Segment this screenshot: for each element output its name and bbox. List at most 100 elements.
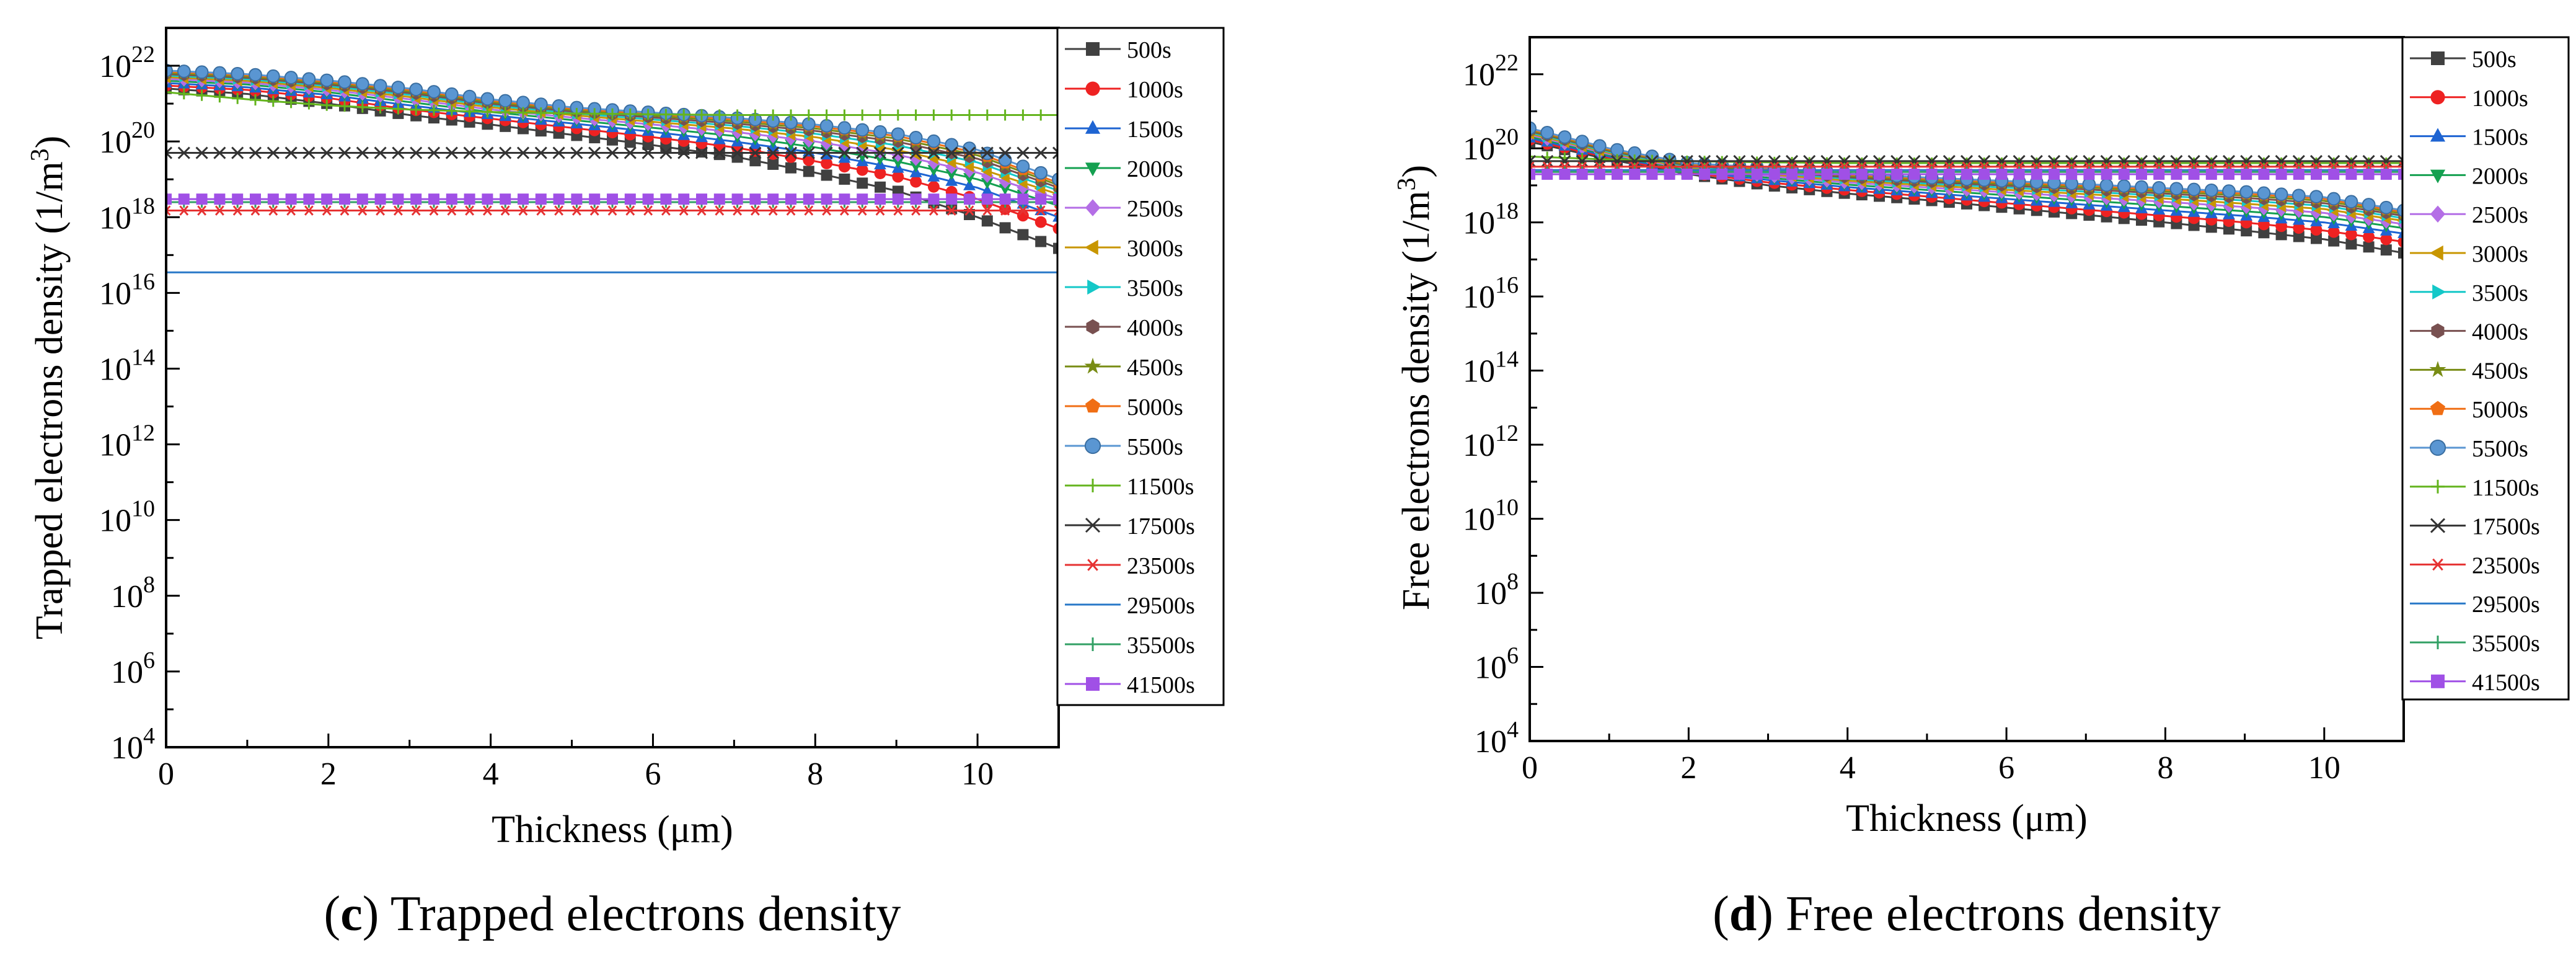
legend-marker xyxy=(1086,42,1100,56)
legend-label: 5000s xyxy=(1127,394,1183,420)
data-point-11500s xyxy=(232,92,244,104)
data-point-500s xyxy=(821,169,832,181)
data-point-11500s xyxy=(964,109,975,121)
y-tick-base: 10 xyxy=(99,352,131,387)
legend-label: 2500s xyxy=(1127,196,1183,222)
legend-label: 500s xyxy=(1127,37,1171,63)
data-point-17500s xyxy=(784,146,798,159)
data-point-17500s xyxy=(1530,154,1537,167)
legend-marker xyxy=(2431,323,2445,339)
data-point-500s xyxy=(2380,244,2392,256)
data-point-41500s xyxy=(2118,168,2130,180)
y-tick-base: 10 xyxy=(99,428,131,463)
data-point-41500s xyxy=(428,193,439,205)
data-point-23500s xyxy=(839,205,850,216)
data-point-1000s xyxy=(874,167,886,179)
data-point-11500s xyxy=(892,109,904,121)
data-point-17500s xyxy=(891,146,904,159)
data-point-17500s xyxy=(2030,154,2043,167)
data-point-17500s xyxy=(838,146,851,159)
data-point-17500s xyxy=(1698,154,1711,167)
data-point-2000s xyxy=(999,184,1012,195)
legend-label: 35500s xyxy=(2472,631,2540,657)
legend-marker xyxy=(1084,239,1098,255)
data-point-23500s xyxy=(500,205,511,216)
data-point-17500s xyxy=(856,146,869,159)
x-tick-label: 10 xyxy=(961,757,994,792)
data-point-41500s xyxy=(356,193,368,205)
legend-label: 4000s xyxy=(1127,315,1183,341)
data-point-11500s xyxy=(518,107,529,118)
data-point-5500s xyxy=(2099,178,2114,192)
x-axis-label-d: Thickness (μm) xyxy=(1846,797,2088,840)
data-point-1000s xyxy=(2345,228,2357,241)
data-point-41500s xyxy=(1786,168,1797,180)
data-point-500s xyxy=(964,208,975,220)
data-point-23500s xyxy=(624,205,636,216)
data-point-11500s xyxy=(731,109,743,121)
data-point-23500s xyxy=(339,205,350,216)
data-point-17500s xyxy=(1943,154,1956,167)
data-point-17500s xyxy=(802,146,815,159)
data-point-41500s xyxy=(2049,168,2060,180)
data-point-41500s xyxy=(1664,168,1675,180)
legend-label: 4500s xyxy=(1127,355,1183,381)
legend-marker xyxy=(1085,162,1101,177)
y-tick-base: 10 xyxy=(99,200,131,236)
data-point-5500s xyxy=(409,82,423,97)
data-point-500s xyxy=(2363,241,2375,253)
data-point-41500s xyxy=(642,193,654,205)
data-point-17500s xyxy=(2170,154,2183,167)
series-layer-d xyxy=(1530,121,2404,259)
data-point-41500s xyxy=(785,193,796,205)
y-tick-label: 106 xyxy=(111,647,155,690)
data-point-41500s xyxy=(518,193,529,205)
data-point-23500s xyxy=(857,205,868,216)
data-point-17500s xyxy=(606,146,619,159)
data-point-23500s xyxy=(535,205,547,216)
data-point-5500s xyxy=(2187,182,2201,197)
data-point-23500s xyxy=(250,205,261,216)
data-point-17500s xyxy=(2397,154,2404,167)
data-point-17500s xyxy=(2292,154,2305,167)
x-tick-label: 2 xyxy=(1680,750,1696,786)
data-point-41500s xyxy=(303,193,315,205)
y-axis-label-sup-c: 3 xyxy=(26,148,55,161)
data-point-23500s xyxy=(321,205,333,216)
caption-letter-c: c xyxy=(340,887,363,941)
data-point-41500s xyxy=(1751,168,1763,180)
data-point-17500s xyxy=(534,146,547,159)
data-point-5500s xyxy=(998,153,1012,167)
legend-marker xyxy=(1086,559,1100,571)
y-tick-label: 1020 xyxy=(99,117,155,160)
data-point-5500s xyxy=(927,134,941,148)
legend-label: 35500s xyxy=(1127,632,1195,659)
data-point-17500s xyxy=(177,146,190,159)
data-point-1000s xyxy=(1034,216,1047,228)
legend-marker xyxy=(1085,398,1101,413)
data-point-41500s xyxy=(1874,168,1885,180)
legend-marker xyxy=(1084,437,1101,455)
data-point-41500s xyxy=(321,193,333,205)
y-tick-exponent: 10 xyxy=(131,496,155,522)
data-point-23500s xyxy=(767,205,779,216)
legend-marker xyxy=(2429,245,2443,261)
legend-marker xyxy=(2430,518,2446,533)
y-tick-exponent: 18 xyxy=(131,193,155,219)
data-point-500s xyxy=(875,181,886,193)
legend-marker xyxy=(2431,636,2445,649)
data-point-41500s xyxy=(1035,193,1047,205)
y-axis-label-main-c: Trapped electrons density (1/m xyxy=(29,161,71,639)
data-point-41500s xyxy=(1908,168,1920,180)
y-tick-base: 10 xyxy=(1463,58,1495,93)
data-point-41500s xyxy=(196,193,208,205)
data-point-17500s xyxy=(392,146,405,159)
legend-label: 3500s xyxy=(1127,275,1183,301)
data-point-17500s xyxy=(1716,154,1729,167)
data-point-5500s xyxy=(266,69,280,83)
data-point-23500s xyxy=(1053,205,1059,216)
data-point-17500s xyxy=(981,146,994,159)
legend-label: 2000s xyxy=(2472,163,2528,189)
data-point-17500s xyxy=(2257,154,2270,167)
